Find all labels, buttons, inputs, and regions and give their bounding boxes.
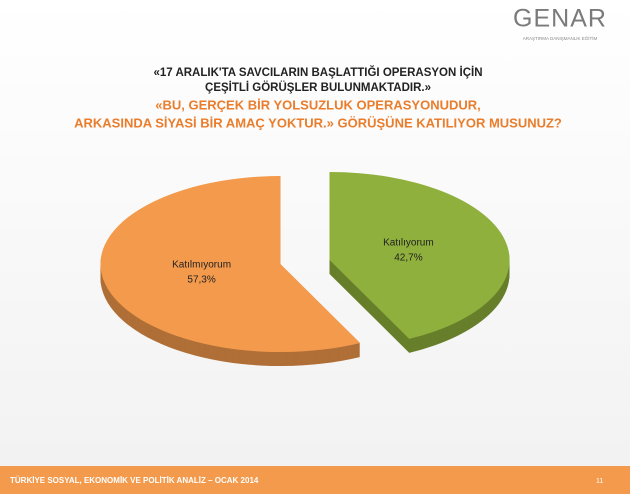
title-line: «17 ARALIK'TA SAVCILARIN BAŞLATTIĞI OPER… bbox=[153, 66, 482, 79]
slice-label: Katılıyorum bbox=[383, 238, 434, 249]
subtitle-line: ARKASINDA SİYASİ BİR AMAÇ YOKTUR.» GÖRÜŞ… bbox=[74, 115, 562, 130]
slice-value: 42,7% bbox=[394, 253, 422, 264]
title-line: ÇEŞİTLİ GÖRÜŞLER BULUNMAKTADIR.» bbox=[205, 81, 431, 94]
subtitle-line: «BU, GERÇEK BİR YOLSUZLUK OPERASYONUDUR, bbox=[155, 97, 481, 112]
slice bbox=[100, 176, 361, 353]
brand-name: GENAR bbox=[513, 5, 607, 33]
slice-label: Katılmıyorum bbox=[172, 260, 231, 271]
footer-text: TÜRKİYE SOSYAL, EKONOMİK VE POLİTİK ANAL… bbox=[10, 476, 259, 485]
brand-tagline: ARAŞTIRMA DANIŞMANLIK EĞİTİM bbox=[523, 35, 598, 41]
footer-bar bbox=[0, 466, 630, 494]
page-number: 11 bbox=[596, 478, 603, 485]
slice-value: 57,3% bbox=[187, 275, 215, 286]
slice bbox=[329, 171, 510, 339]
pie: Katılıyorum 42,7% Katılmıyorum 57,3% bbox=[100, 171, 510, 367]
background bbox=[0, 0, 630, 466]
